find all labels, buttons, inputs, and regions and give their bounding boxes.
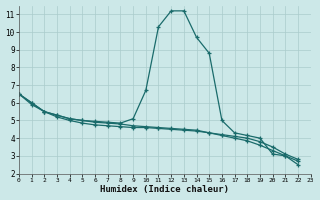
X-axis label: Humidex (Indice chaleur): Humidex (Indice chaleur) bbox=[100, 185, 229, 194]
